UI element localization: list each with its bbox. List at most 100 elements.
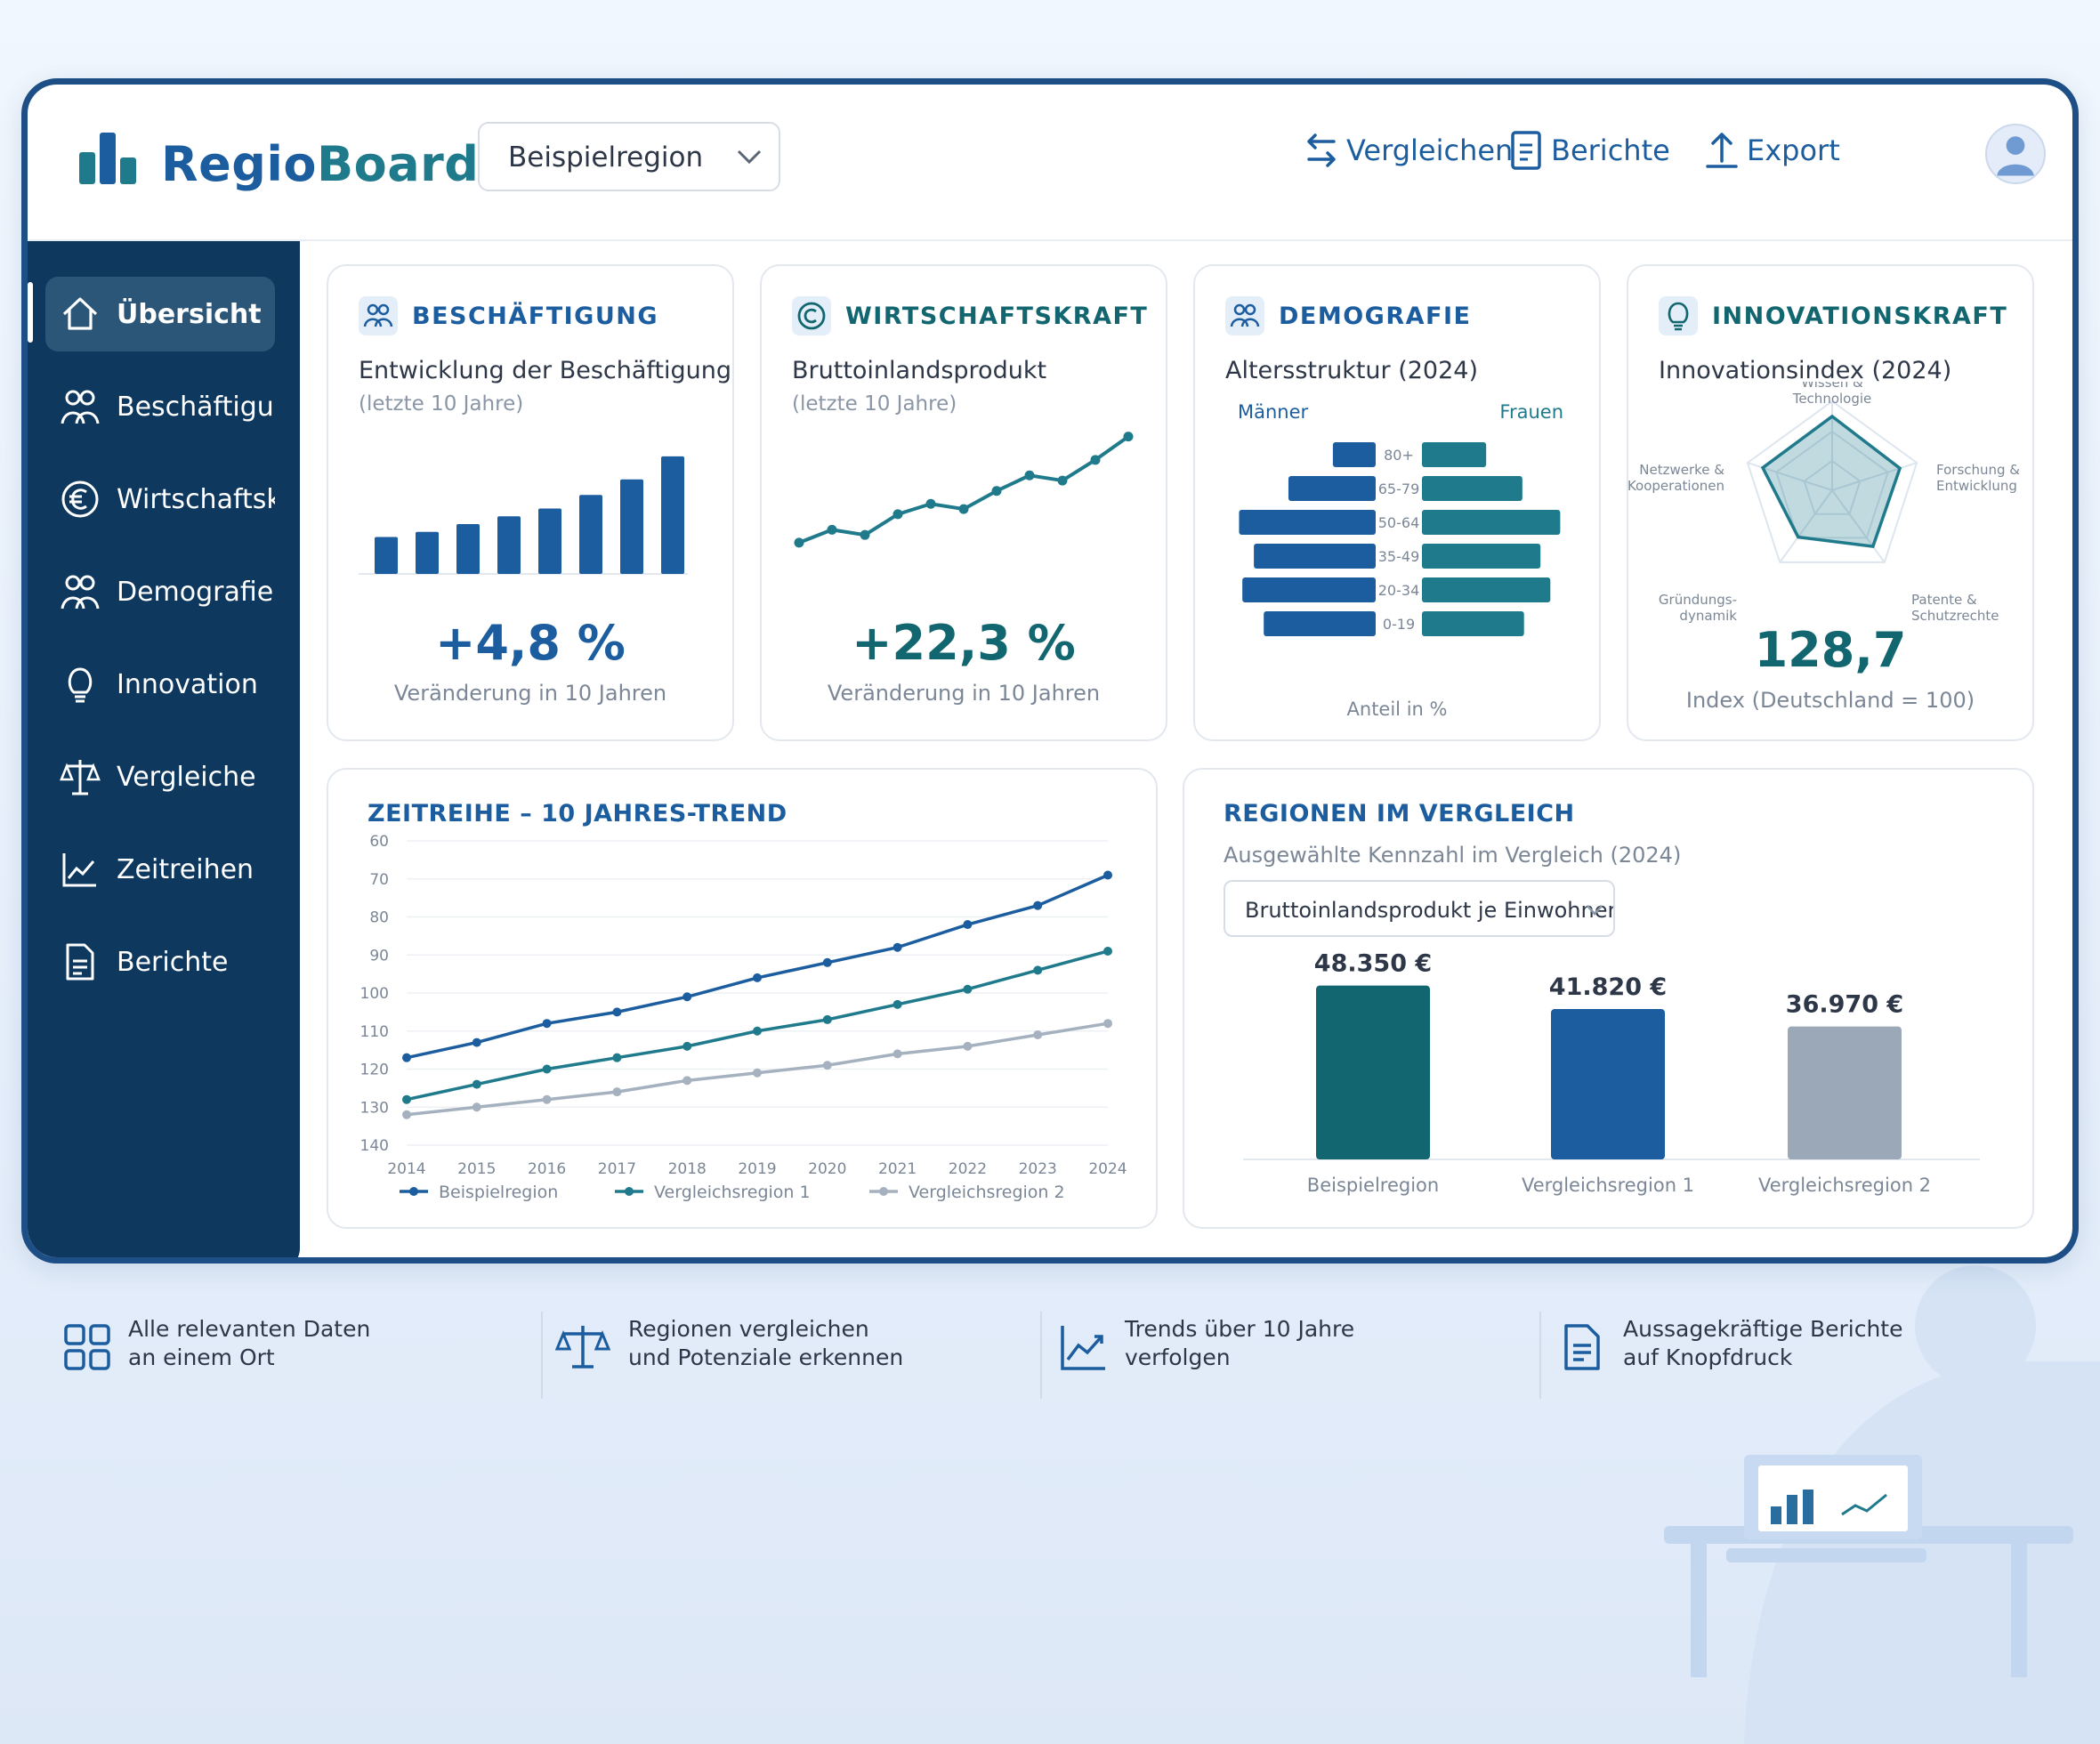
women-bar (1422, 442, 1487, 467)
feature-reports: Aussagekräftige Berichte auf Knopfdruck (1557, 1315, 1902, 1401)
employment-card[interactable]: BESCHÄFTIGUNG Entwicklung der Beschäftig… (327, 264, 734, 741)
avatar[interactable] (1985, 124, 2046, 184)
series-point (1103, 1019, 1112, 1029)
x-tick-label: 2019 (738, 1160, 776, 1178)
region-value-label: 41.820 € (1549, 973, 1667, 1001)
people-icon (1230, 303, 1260, 327)
employment-bar (579, 495, 602, 574)
sidebar-item-innovation[interactable]: Innovation (45, 647, 275, 722)
background-illustration (1664, 1265, 2100, 1744)
women-bar (1422, 510, 1561, 535)
series-point (682, 1076, 692, 1086)
compare-button[interactable]: Vergleichen (1304, 129, 1513, 172)
sidebar-item-reports[interactable]: Berichte (45, 924, 275, 999)
region-bar (1551, 1009, 1665, 1159)
divider (1040, 1312, 1042, 1399)
radar-axis (1831, 462, 1918, 491)
legend-marker (409, 1187, 418, 1196)
regions-title: REGIONEN IM VERGLEICH (1224, 800, 1575, 828)
timeseries-card[interactable]: ZEITREIHE – 10 JAHRES-TREND 60 70 80 90 100 1… (327, 768, 1158, 1229)
gdp-point (892, 509, 903, 520)
y-tick-label: 100 (360, 985, 389, 1003)
legend-label: Vergleichsregion 1 (654, 1183, 811, 1202)
innovation-subtitle: Innovationsindex (2024) (1659, 357, 1952, 384)
gdp-point (827, 524, 837, 535)
radar-axis (1831, 489, 1886, 563)
men-bar (1239, 510, 1376, 535)
innovation-kpi: 128,7 (1754, 622, 1907, 678)
series-point (1103, 946, 1112, 956)
people-icon (363, 303, 393, 327)
series-point (1033, 965, 1043, 975)
feature-line: Aussagekräftige Berichte (1623, 1316, 1903, 1342)
men-bar (1264, 611, 1376, 636)
economy-subtitle: Bruttoinlandsprodukt (792, 357, 1047, 384)
gdp-line (798, 435, 1130, 545)
radar-label: Gründungs-dynamik (1659, 592, 1737, 624)
employment-bar (538, 508, 561, 574)
feature-line: Regionen vergleichen (628, 1316, 869, 1342)
indicator-select[interactable]: Bruttoinlandsprodukt je Einwohner (1224, 880, 1615, 937)
series-point (542, 1064, 552, 1074)
women-bar (1422, 544, 1541, 569)
sidebar-item-comparisons[interactable]: Vergleiche (45, 739, 275, 814)
age-label: 20-34 (1378, 582, 1420, 599)
export-button[interactable]: Export (1704, 129, 1840, 172)
sidebar-item-timeseries[interactable]: Zeitreihen (45, 832, 275, 907)
gdp-point (1057, 475, 1068, 486)
gdp-point (1123, 432, 1134, 442)
series-point (612, 1007, 622, 1017)
sidebar-item-demography[interactable]: Demografie (45, 554, 275, 629)
people-icon (61, 390, 100, 424)
sidebar-item-employment[interactable]: Beschäftigung (45, 369, 275, 444)
scale-icon (60, 760, 101, 795)
employment-title: BESCHÄFTIGUNG (412, 302, 659, 330)
series-point (753, 1068, 762, 1078)
chevron-down-icon (737, 149, 762, 165)
men-bar (1332, 442, 1376, 467)
regions-card[interactable]: REGIONEN IM VERGLEICH Ausgewählte Kennza… (1183, 768, 2034, 1229)
women-bar (1422, 577, 1551, 602)
region-value-label: 36.970 € (1786, 991, 1903, 1019)
employment-bar (456, 524, 480, 574)
series-point (402, 1053, 411, 1062)
demography-title: DEMOGRAFIE (1279, 302, 1472, 330)
demography-footer: Anteil in % (1346, 698, 1448, 720)
age-label: 35-49 (1378, 548, 1420, 565)
economy-card[interactable]: WIRTSCHAFTSKRAFT Bruttoinlandsprodukt (l… (760, 264, 1167, 741)
sidebar-item-label: Demografie (117, 576, 274, 608)
sidebar-item-economy[interactable]: Wirtschaftskraft (45, 462, 275, 537)
series-point (1033, 1030, 1043, 1040)
employment-bar (375, 537, 398, 574)
series-point (1033, 900, 1043, 910)
region-value-label: 48.350 € (1314, 950, 1432, 978)
region-bar (1316, 985, 1430, 1159)
region-category-label: Vergleichsregion 1 (1522, 1175, 1694, 1196)
document-icon (1564, 1324, 1600, 1370)
compare-label: Vergleichen (1346, 133, 1514, 167)
radar-label: Forschung & Entwicklung (1936, 462, 2020, 494)
x-tick-label: 2014 (387, 1160, 425, 1178)
feature-compare: Regionen vergleichen und Potenziale erken… (553, 1315, 903, 1401)
region-select[interactable]: Beispielregion (478, 122, 780, 191)
copyright-icon (797, 302, 826, 330)
gdp-point (958, 504, 969, 514)
series-point (822, 1061, 832, 1070)
men-bar (1288, 476, 1376, 501)
legend-marker (879, 1187, 888, 1196)
demography-card[interactable]: DEMOGRAFIE Altersstruktur (2024) Männer … (1193, 264, 1601, 741)
x-tick-label: 2023 (1019, 1160, 1057, 1178)
sidebar-item-label: Beschäftigung (117, 391, 275, 423)
innovation-card[interactable]: INNOVATIONSKRAFT Innovationsindex (2024)… (1627, 264, 2034, 741)
series-point (892, 999, 902, 1009)
sidebar-item-overview[interactable]: Übersicht (45, 277, 275, 351)
feature-line: auf Knopfdruck (1623, 1344, 1793, 1370)
x-tick-label: 2018 (668, 1160, 707, 1178)
region-category-label: Beispielregion (1307, 1175, 1439, 1196)
legend-label: Beispielregion (439, 1183, 558, 1202)
x-tick-label: 2020 (808, 1160, 846, 1178)
series-point (402, 1110, 411, 1119)
y-tick-label: 120 (360, 1062, 389, 1079)
reports-button[interactable]: Berichte (1508, 129, 1670, 172)
sidebar: Übersicht Beschäftigung Wirtschaftskraft… (28, 241, 300, 1257)
